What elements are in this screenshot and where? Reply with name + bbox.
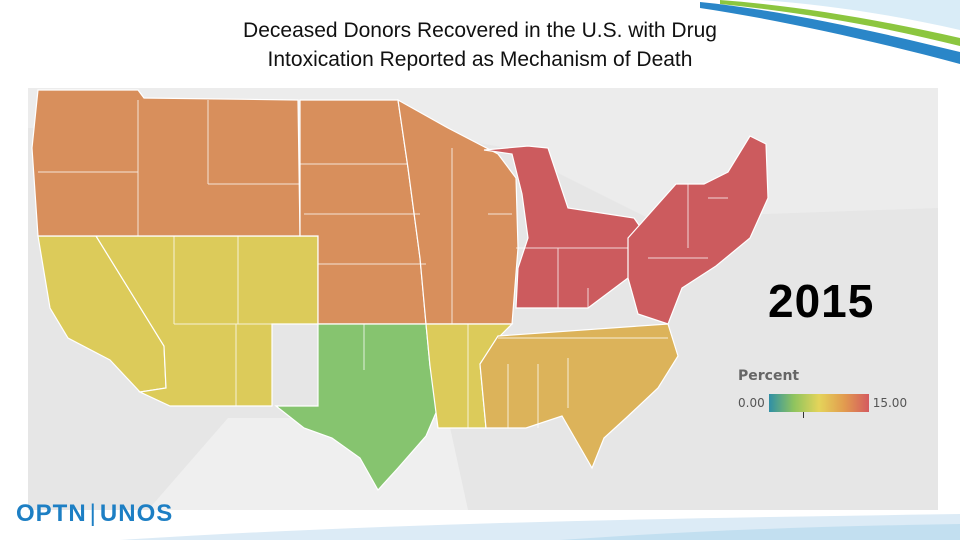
logo-unos: UNOS <box>99 500 174 527</box>
title-line-1: Deceased Donors Recovered in the U.S. wi… <box>243 19 717 42</box>
logo-optn: OPTN <box>16 500 87 527</box>
region-northeast <box>627 135 769 325</box>
region-great-lakes <box>483 145 649 309</box>
top-right-swoosh <box>700 0 960 64</box>
legend-max: 15.00 <box>872 396 908 410</box>
region-midwest-north <box>397 98 519 325</box>
optn-unos-logo: OPTN | UNOS <box>16 500 173 528</box>
legend-gradient <box>768 394 869 418</box>
legend-title: Percent <box>738 368 800 384</box>
year-label: 2015 <box>768 275 875 327</box>
legend: Percent 0.00 15.00 <box>738 368 938 418</box>
region-southeast <box>479 323 679 470</box>
us-choropleth-map <box>28 88 938 510</box>
legend-scale: 0.00 15.00 <box>738 394 938 418</box>
legend-min: 0.00 <box>738 396 765 410</box>
logo-separator: | <box>89 500 97 527</box>
title-line-2: Intoxication Reported as Mechanism of De… <box>267 48 693 71</box>
legend-tick <box>802 412 804 418</box>
page-title: Deceased Donors Recovered in the U.S. wi… <box>150 16 810 74</box>
bottom-swoosh <box>120 514 960 540</box>
region-pacific-northwest <box>31 89 301 237</box>
